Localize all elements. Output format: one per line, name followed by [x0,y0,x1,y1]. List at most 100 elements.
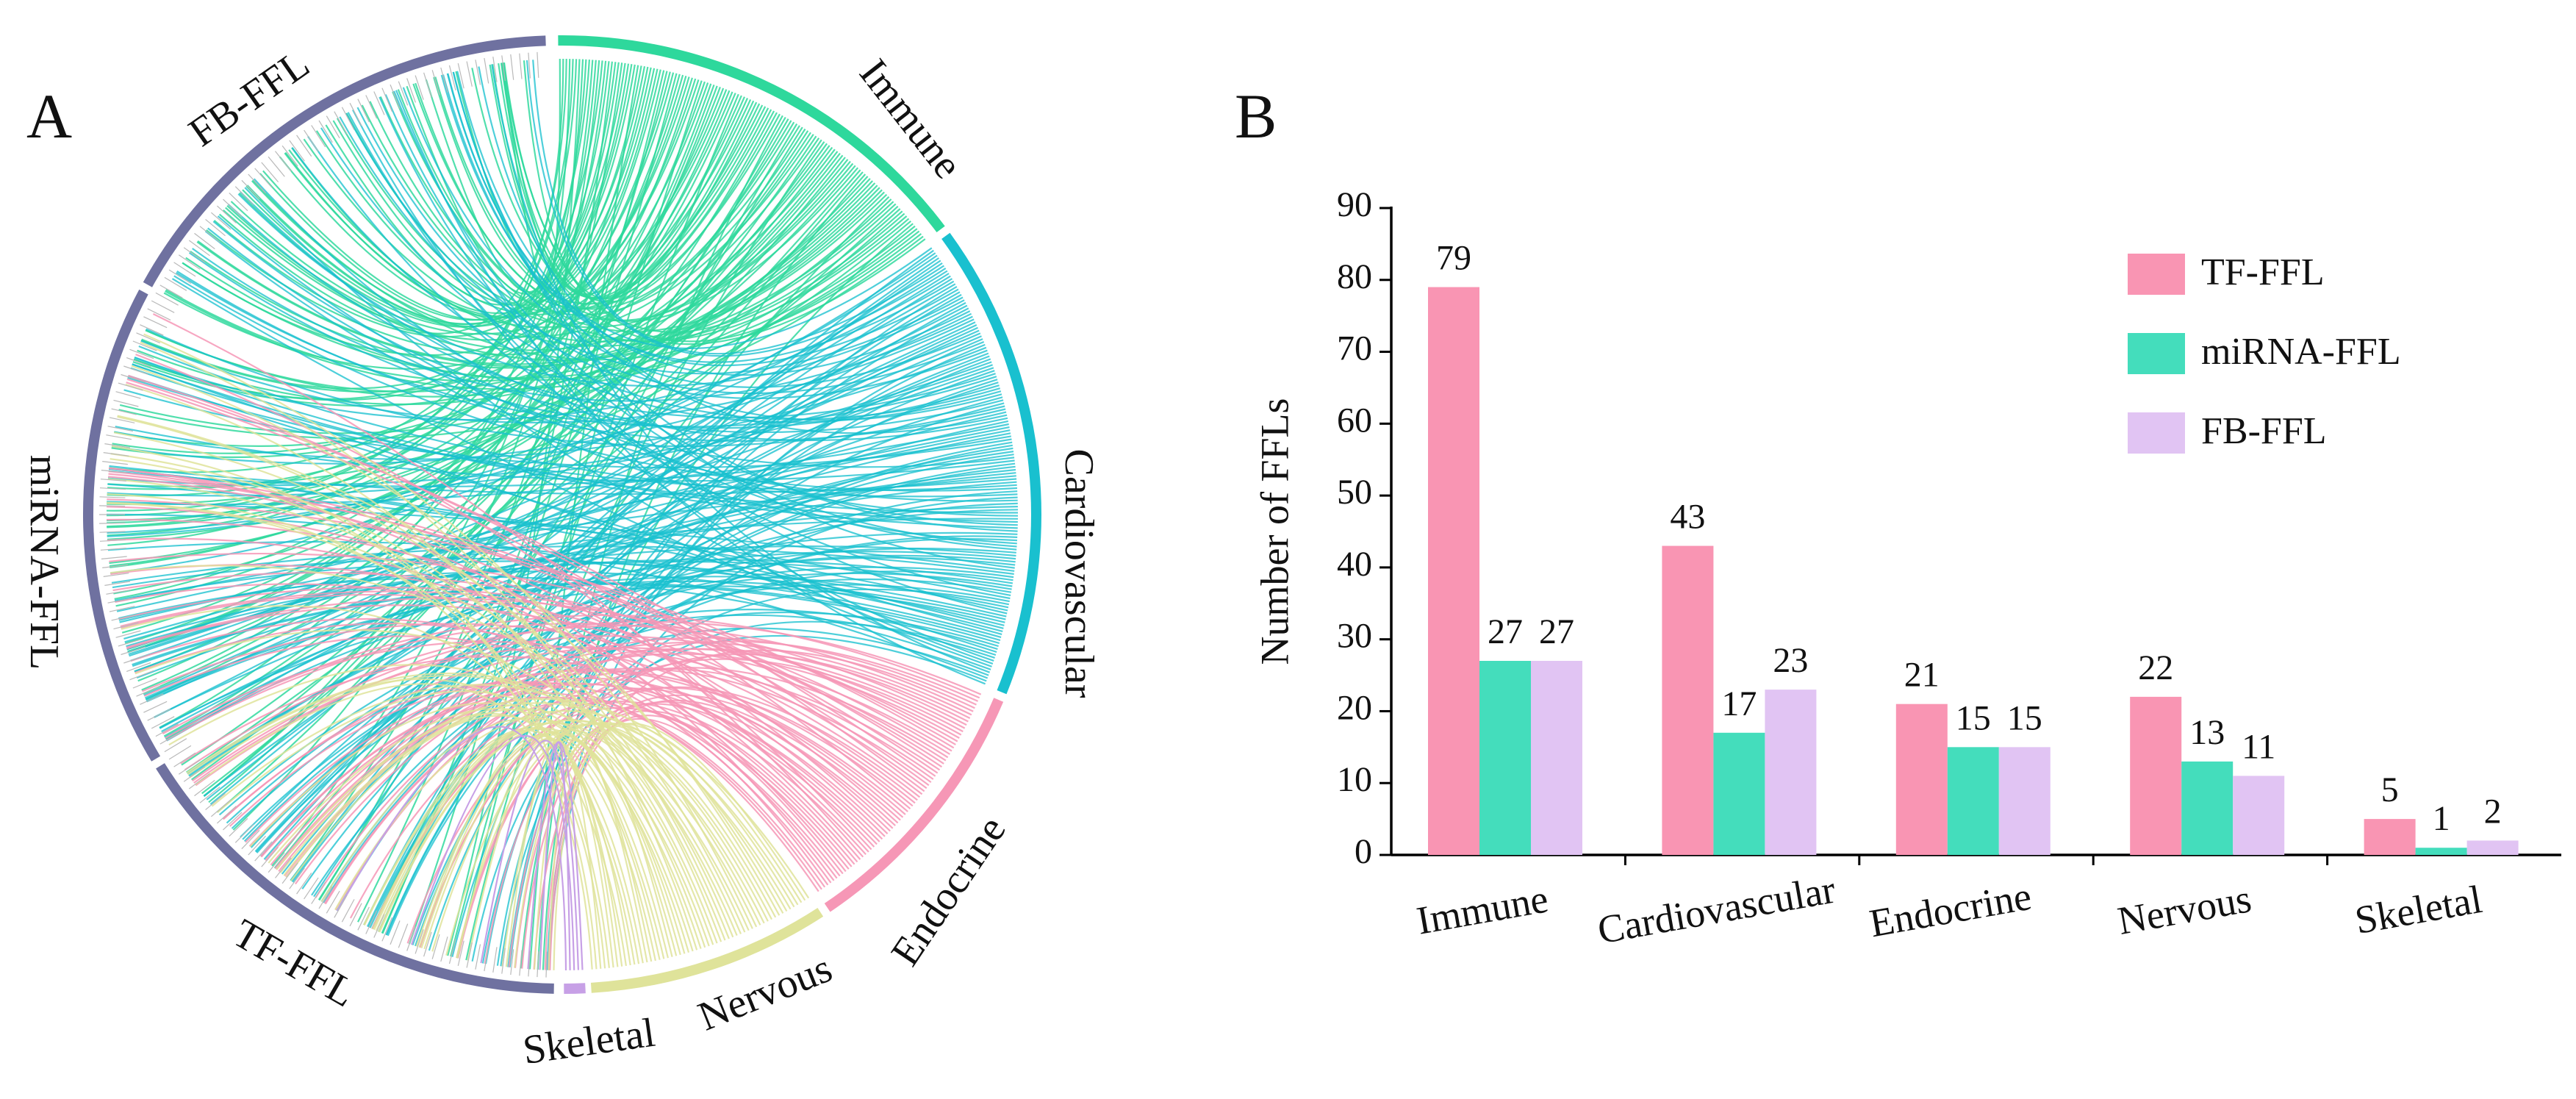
chord-link-nervous [283,702,792,910]
gene-tick [140,324,164,336]
bar-endocrine-fb-ffl [1998,747,2051,855]
gene-tick [234,186,254,205]
chord-link-cardiovascular [134,275,951,421]
chord-link-immune [107,91,733,537]
chord-link-endocrine [162,640,904,818]
gene-tick [229,817,248,837]
gene-tick [248,835,266,856]
chord-link-endocrine [270,637,977,866]
chord-link-endocrine [142,623,918,801]
bar-cardiovascular-mirna-ffl [1713,732,1765,855]
gene-tick [457,940,464,967]
chord-link-endocrine [126,382,911,810]
chord-link-immune [182,215,908,379]
gene-tick [390,920,401,945]
gene-tick [334,895,348,918]
bar-value-label: 2 [2484,792,2502,831]
chord-link-cardiovascular [452,71,1015,569]
x-tick-label: Skeletal [2352,877,2486,942]
chord-label-endocrine: Endocrine [883,808,1015,973]
bar-value-label: 22 [2138,648,2173,687]
gene-tick [528,951,531,977]
gene-tick [381,87,393,112]
chord-diagram: ImmuneCardiovascularEndocrineNervousSkel… [21,35,1102,1073]
gene-tick [100,548,126,551]
gene-tick [132,678,157,689]
chord-link-nervous [320,717,714,945]
chord-link-immune [471,68,926,346]
chord-link-endocrine [109,552,956,745]
gene-tick [492,57,498,82]
y-tick-label: 0 [1355,832,1372,871]
gene-tick [99,531,126,533]
gene-tick [545,951,548,978]
bar-value-label: 27 [1539,612,1574,651]
gene-tick [357,906,370,931]
chord-link-cardiovascular [395,90,986,685]
gene-tick [126,662,151,672]
gene-tick [457,62,464,89]
bar-marks [1428,287,2519,855]
bar-cardiovascular-fb-ffl [1765,690,1817,855]
chord-link-cardiovascular [491,64,990,673]
gene-tick [398,81,409,106]
chord-link-nervous [117,415,784,914]
gene-tick [99,496,126,498]
chord-link-nervous [334,710,799,911]
gene-tick [104,443,131,448]
gene-tick [102,564,128,568]
gene-tick [241,829,260,850]
chord-link-cardiovascular [107,361,992,487]
gene-tick [423,72,432,98]
gene-tick [205,792,226,811]
chord-link-endocrine [152,313,864,858]
chord-arc-nervous [590,908,824,993]
y-tick-label: 30 [1337,617,1372,656]
gene-tick [501,948,506,974]
panel-b-label: B [1235,81,1277,151]
gene-tick [126,357,151,368]
legend-label-mirna-ffl: miRNA-FFL [2201,331,2401,373]
bar-nervous-tf-ffl [2130,696,2182,855]
bar-immune-mirna-ffl [1479,661,1531,855]
gene-tick [111,408,137,415]
gene-tick [448,65,456,91]
bar-skeletal-tf-ffl [2364,819,2416,855]
x-tick-label: Cardiovascular [1594,867,1838,953]
bar-value-label: 27 [1488,612,1523,651]
chord-link-cardiovascular [456,71,971,376]
gene-tick [341,899,355,923]
gene-tick [101,470,127,473]
chord-label-fb-ffl: FB-FFL [181,41,317,156]
chord-link-cardiovascular [323,627,989,903]
gene-tick [275,857,292,878]
y-axis-title: Number of FFLs [1252,398,1296,665]
gene-tick [106,434,132,440]
gene-tick [168,745,192,760]
bar-chart: 0 10 20 30 40 50 60 70 80 90 Number of FFLs 79 27 27… [1252,185,2561,952]
chord-link-endocrine [274,641,972,870]
chord-link-cardiovascular [209,262,943,805]
chord-link-immune [190,118,789,781]
chord-arc-skeletal [564,983,586,994]
chord-link-cardiovascular [227,204,996,419]
gene-tick [431,934,440,959]
chord-link-cardiovascular [109,468,1004,629]
gene-tick [510,949,514,976]
gene-tick [143,701,168,713]
gene-tick [289,867,305,889]
chord-link-immune [252,179,916,361]
gene-tick [103,452,129,457]
chord-link-skeletal [480,740,579,970]
chord-arc-mirna-ffl [83,289,161,762]
gene-tick [373,91,385,115]
gene-tick [123,654,148,664]
gene-tick [519,53,523,79]
chord-link-nervous [140,341,698,951]
chord-link-immune [124,74,681,645]
gene-tick [311,125,326,148]
y-tick-label: 10 [1337,760,1372,799]
chord-label-tf-ffl: TF-FFL [226,911,363,1017]
chord-link-nervous [143,333,753,929]
chord-link-endocrine [508,710,858,967]
